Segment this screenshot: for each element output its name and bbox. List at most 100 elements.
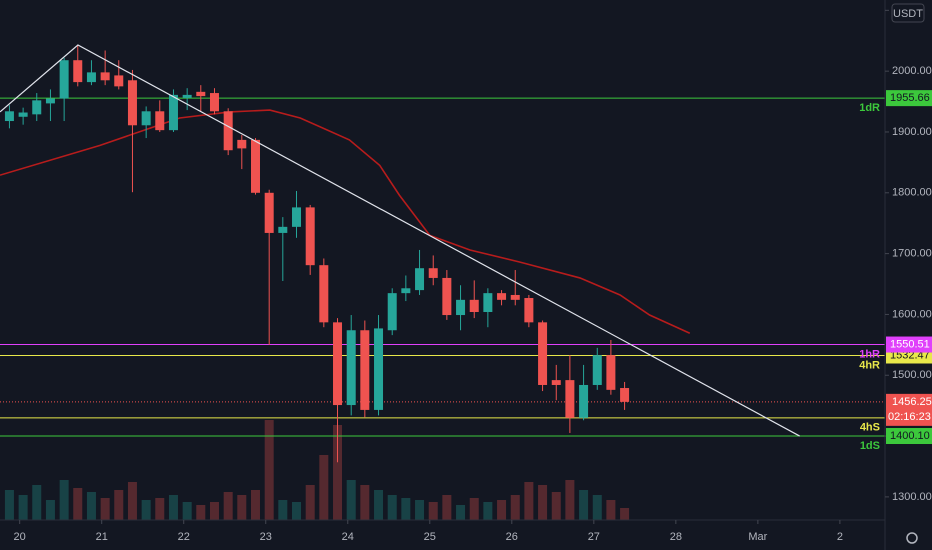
volume-bar	[86, 492, 96, 520]
candle-body	[592, 355, 602, 385]
candle-body	[141, 111, 151, 126]
volume-bar	[305, 485, 315, 520]
volume-bar	[182, 502, 192, 520]
candle-body	[415, 268, 425, 291]
volume-bar	[456, 505, 466, 520]
trendline	[0, 44, 800, 437]
x-tick-label: 26	[506, 531, 518, 543]
candle-body	[18, 112, 28, 117]
volume-bar	[114, 490, 124, 520]
volume-bar	[592, 495, 602, 520]
volume-bar	[524, 482, 534, 520]
level-price-box	[886, 90, 932, 107]
volume-bar	[428, 502, 438, 520]
volume-bar	[442, 495, 452, 520]
candle-body	[182, 94, 192, 98]
candle-body	[73, 60, 83, 83]
volume-bar	[223, 492, 233, 520]
x-tick-label: 24	[342, 531, 354, 543]
volume-bar	[510, 495, 520, 520]
y-tick-label: 1800.00	[892, 187, 932, 199]
volume-bar	[264, 420, 274, 520]
volume-bar	[196, 505, 206, 520]
candle-body	[196, 91, 206, 97]
candle-body	[524, 298, 534, 323]
candle-body	[360, 330, 370, 410]
candle-body	[155, 111, 165, 131]
volume-bar	[141, 500, 151, 520]
volume-bar	[483, 502, 493, 520]
candle-body	[59, 60, 69, 99]
volume-bar	[155, 498, 165, 520]
candle-body	[305, 207, 315, 266]
y-tick-label: 2000.00	[892, 65, 932, 77]
y-tick-label: 1500.00	[892, 369, 932, 381]
x-tick-label: 25	[424, 531, 436, 543]
candle-body	[292, 207, 302, 227]
volume-bar	[346, 480, 356, 520]
candle-body	[237, 139, 247, 149]
y-tick-label: 1700.00	[892, 248, 932, 260]
volume-bar	[278, 500, 288, 520]
volume-bar	[497, 500, 507, 520]
volume-bar	[579, 490, 589, 520]
x-tick-label: 20	[14, 531, 26, 543]
volume-bar	[4, 490, 14, 520]
plot-area	[0, 44, 885, 520]
volume-bar	[18, 495, 28, 520]
candle-body	[469, 299, 479, 312]
currency-box[interactable]	[891, 3, 925, 23]
x-tick-label: 28	[670, 531, 682, 543]
volume-bar	[333, 425, 343, 520]
candle-body	[100, 72, 110, 81]
candle-body	[209, 93, 219, 112]
candle-body	[223, 111, 233, 151]
volume-bar	[237, 495, 247, 520]
x-tick-label: 22	[178, 531, 190, 543]
settings-icon[interactable]	[906, 532, 918, 544]
volume-bar	[73, 488, 83, 520]
volume-bar	[620, 508, 630, 520]
y-tick-label: 1900.00	[892, 126, 932, 138]
x-tick-label: Mar	[748, 531, 767, 543]
candle-body	[127, 80, 137, 126]
level-price: 1955.66	[890, 92, 930, 104]
volume-bar	[360, 485, 370, 520]
y-tick-label: 1300.00	[892, 491, 932, 503]
volume-bar	[32, 485, 42, 520]
volume-bar	[168, 495, 178, 520]
candle-body	[428, 268, 438, 278]
candle-body	[264, 192, 274, 233]
level-price: 1550.51	[890, 338, 930, 350]
volume-bar	[59, 480, 69, 520]
x-tick-label: 2	[837, 531, 843, 543]
x-tick-label: 23	[260, 531, 272, 543]
level-price-box	[886, 428, 932, 445]
level-tag: 4hR	[859, 359, 880, 371]
candle-body	[497, 293, 507, 300]
candle-body	[401, 288, 411, 294]
candle-body	[278, 226, 288, 233]
volume-bar	[292, 502, 302, 520]
level-price: 1400.10	[890, 430, 930, 442]
level-price-box	[886, 336, 932, 353]
moving-average	[0, 109, 691, 335]
volume-bar	[209, 502, 219, 520]
candle-body	[456, 299, 466, 316]
volume-bar	[100, 498, 110, 520]
volume-bar	[606, 500, 616, 520]
volume-bar	[469, 498, 479, 520]
volume-bar	[250, 490, 260, 520]
candle-body	[45, 98, 55, 104]
axes: 1300.001400.001500.001600.001700.001800.…	[14, 4, 932, 543]
volume-bar	[387, 495, 397, 520]
level-tag: 1dR	[859, 102, 880, 114]
volume-bar	[374, 490, 384, 520]
y-tick-label: 1600.00	[892, 308, 932, 320]
candle-body	[374, 328, 384, 410]
candle-body	[483, 293, 493, 312]
candle-body	[551, 380, 561, 385]
volume-bar	[45, 500, 55, 520]
candle-body	[32, 100, 42, 115]
